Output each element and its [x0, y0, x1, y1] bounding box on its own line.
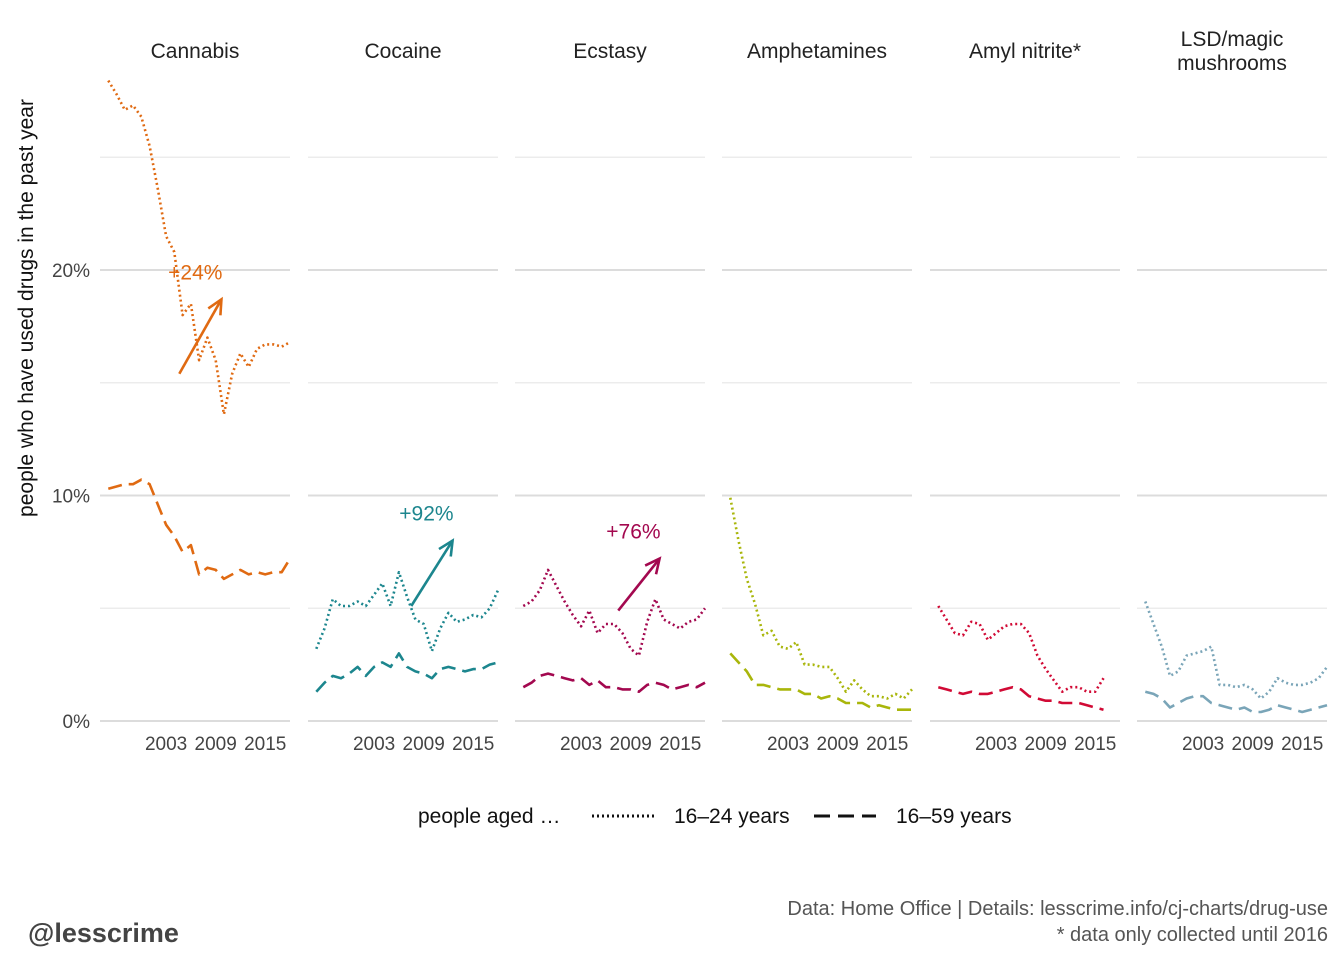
- panel-title-line: mushrooms: [1177, 52, 1287, 75]
- y-tick-label: 10%: [52, 487, 90, 508]
- series-line-cannabis-16-24: [107, 79, 291, 416]
- panel-title-line: Ecstasy: [573, 40, 647, 63]
- trend-arrow-shaft-cocaine: [410, 539, 454, 607]
- series-line-amphetamines-16-59: [729, 652, 912, 711]
- series-line-lsd-magic-mushrooms-16-59: [1144, 690, 1328, 714]
- legend-entry-16-24: 16–24 years: [674, 805, 790, 828]
- panel-title-amphetamines: Amphetamines: [747, 40, 887, 63]
- legend: people aged … 16–24 years 16–59 years: [418, 805, 1012, 828]
- change-annotation-cocaine: +92%: [399, 503, 453, 526]
- change-annotation-cannabis: +24%: [168, 261, 222, 284]
- panel-title-lsd-magic-mushrooms: LSD/magic mushrooms: [1177, 28, 1287, 75]
- twitter-handle: @lesscrime: [28, 918, 179, 948]
- panel-title-amyl-nitrite: Amyl nitrite*: [969, 40, 1081, 63]
- series-line-ecstasy-16-24: [522, 568, 707, 657]
- trend-arrow-shaft-ecstasy: [617, 557, 661, 612]
- panel-title-line: Cocaine: [364, 40, 441, 63]
- x-tick-label: 2003: [560, 734, 602, 755]
- x-tick-label: 2015: [452, 734, 494, 755]
- footer-note: * data only collected until 2016: [1056, 924, 1328, 946]
- series-line-cocaine-16-59: [315, 652, 499, 693]
- trend-arrow-shaft-cannabis: [178, 298, 223, 375]
- trend-arrow-head-ecstasy: [644, 556, 662, 575]
- panel-title-ecstasy: Ecstasy: [573, 40, 647, 63]
- panel-title-cocaine: Cocaine: [364, 40, 441, 63]
- x-tick-label: 2009: [817, 734, 859, 755]
- series-line-lsd-magic-mushrooms-16-24: [1144, 601, 1329, 700]
- trend-arrow-head-cannabis: [207, 296, 223, 316]
- panel-title-cannabis: Cannabis: [151, 40, 240, 63]
- grid-layer: [100, 156, 1327, 722]
- series-line-cannabis-16-59: [107, 478, 292, 581]
- x-tick-label: 2015: [1074, 734, 1116, 755]
- legend-title: people aged …: [418, 805, 560, 828]
- x-tick-label: 2015: [866, 734, 908, 755]
- series-line-cocaine-16-24: [315, 570, 500, 653]
- x-tick-label: 2015: [659, 734, 701, 755]
- x-tick-label: 2003: [1182, 734, 1224, 755]
- x-tick-label: 2003: [145, 734, 187, 755]
- y-axis-label: people who have used drugs in the past y…: [15, 99, 38, 517]
- panel-title-line: LSD/magic: [1181, 28, 1284, 51]
- x-tick-label: 2009: [403, 734, 445, 755]
- x-tick-label: 2015: [244, 734, 286, 755]
- panel-title-line: Cannabis: [151, 40, 240, 63]
- trend-arrow-head-cocaine: [438, 538, 455, 557]
- series-layer: [107, 79, 1329, 714]
- x-tick-label: 2003: [767, 734, 809, 755]
- panel-title-line: Amyl nitrite*: [969, 40, 1081, 63]
- y-tick-label: 0%: [63, 712, 91, 733]
- x-tick-label: 2009: [1232, 734, 1274, 755]
- legend-entry-16-59: 16–59 years: [896, 805, 1012, 828]
- series-line-ecstasy-16-59: [522, 672, 706, 693]
- change-annotation-ecstasy: +76%: [606, 521, 660, 544]
- x-tick-label: 2003: [975, 734, 1017, 755]
- panel-title-line: Amphetamines: [747, 40, 887, 63]
- x-tick-label: 2009: [195, 734, 237, 755]
- series-line-amyl-nitrite-16-24: [937, 605, 1105, 693]
- series-line-amphetamines-16-24: [729, 497, 913, 700]
- x-tick-label: 2003: [353, 734, 395, 755]
- x-tick-label: 2009: [1025, 734, 1067, 755]
- label-layer: 0% 10% 20% Cannabis 2003 2009 2015 +24% Cocaine 2…: [52, 28, 1323, 755]
- footer-source: Data: Home Office | Details: lesscrime.i…: [787, 898, 1328, 920]
- y-tick-label: 20%: [52, 261, 90, 282]
- x-tick-label: 2009: [610, 734, 652, 755]
- x-tick-label: 2015: [1281, 734, 1323, 755]
- series-line-amyl-nitrite-16-59: [937, 685, 1104, 711]
